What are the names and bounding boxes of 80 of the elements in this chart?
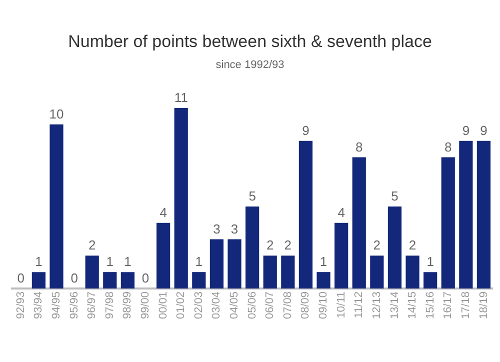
bar — [228, 239, 242, 288]
x-tick-label: 16/17 — [442, 291, 454, 320]
x-tick-label: 04/05 — [228, 291, 241, 320]
x-tick-label: 18/19 — [478, 291, 490, 320]
x-tick-label: 00/01 — [157, 291, 170, 320]
x-tick-label: 97/98 — [104, 291, 116, 320]
data-label: 8 — [444, 139, 452, 154]
data-label: 1 — [35, 254, 42, 270]
data-label: 1 — [106, 254, 114, 270]
data-label: 1 — [195, 254, 203, 270]
bar — [334, 222, 348, 288]
data-label: 5 — [248, 188, 256, 204]
bar — [120, 272, 135, 288]
x-tick-label: 07/08 — [282, 291, 294, 320]
bar — [316, 272, 330, 288]
bar — [388, 206, 402, 288]
data-label: 9 — [462, 122, 470, 138]
data-label: 2 — [266, 238, 274, 253]
bar — [263, 256, 277, 288]
data-label: 10 — [49, 106, 64, 122]
bar — [246, 206, 260, 288]
data-label: 9 — [480, 122, 488, 138]
bar — [50, 124, 64, 288]
x-tick-label: 10/11 — [335, 291, 348, 318]
bar — [352, 157, 366, 288]
chart-subtitle: since 1992/93 — [216, 59, 284, 72]
x-tick-label: 03/04 — [210, 291, 223, 320]
x-tick-label: 99/00 — [140, 291, 152, 320]
x-tick-label: 96/97 — [86, 291, 98, 320]
bar — [32, 272, 46, 288]
x-tick-label: 15/16 — [424, 291, 436, 320]
x-tick-label: 12/13 — [370, 291, 383, 320]
data-label: 1 — [320, 254, 328, 270]
data-label: 2 — [373, 238, 381, 253]
data-label: 2 — [88, 238, 96, 253]
data-label: 2 — [284, 238, 292, 253]
bar — [174, 108, 188, 288]
x-tick-label: 95/96 — [68, 291, 80, 320]
x-tick-label: 02/03 — [192, 291, 205, 320]
x-tick-label: 11/12 — [353, 291, 366, 318]
bar — [370, 256, 384, 288]
x-tick-label: 09/10 — [318, 291, 330, 320]
data-label: 4 — [338, 204, 345, 220]
bar — [156, 222, 170, 288]
bar — [281, 256, 295, 288]
x-tick-label: 92/93 — [14, 291, 27, 320]
x-tick-label: 98/99 — [122, 291, 134, 320]
chart-title: Number of points between sixth & seventh place — [68, 32, 432, 51]
bar — [424, 272, 438, 288]
data-label: 3 — [230, 221, 238, 236]
x-tick-label: 06/07 — [264, 291, 276, 320]
data-label: 11 — [174, 90, 188, 106]
x-tick-label: 01/02 — [175, 291, 188, 320]
data-label: 5 — [391, 188, 398, 204]
x-tick-label: 14/15 — [406, 291, 419, 320]
data-label: 0 — [142, 270, 150, 286]
bar — [476, 140, 491, 288]
x-tick-label: 94/95 — [50, 291, 63, 320]
x-tick-label: 93/94 — [32, 291, 45, 320]
bar — [210, 239, 224, 288]
x-tick-label: 08/09 — [300, 291, 312, 320]
data-label: 2 — [408, 238, 416, 253]
bar — [85, 256, 99, 288]
bar — [192, 272, 206, 288]
data-label: 0 — [70, 270, 78, 286]
data-label: 1 — [426, 254, 434, 270]
bar — [441, 157, 455, 288]
x-tick-label: 13/14 — [388, 291, 401, 320]
bar — [459, 140, 473, 288]
data-label: 9 — [302, 122, 310, 138]
data-label: 3 — [213, 221, 220, 236]
bar — [406, 256, 420, 288]
data-label: 8 — [356, 139, 363, 154]
data-label: 4 — [160, 204, 167, 220]
data-label: 1 — [124, 254, 132, 270]
bar — [298, 140, 313, 288]
x-tick-label: 17/18 — [460, 291, 472, 320]
bar — [103, 272, 117, 288]
x-tick-label: 05/06 — [246, 291, 258, 320]
data-label: 0 — [17, 270, 25, 286]
